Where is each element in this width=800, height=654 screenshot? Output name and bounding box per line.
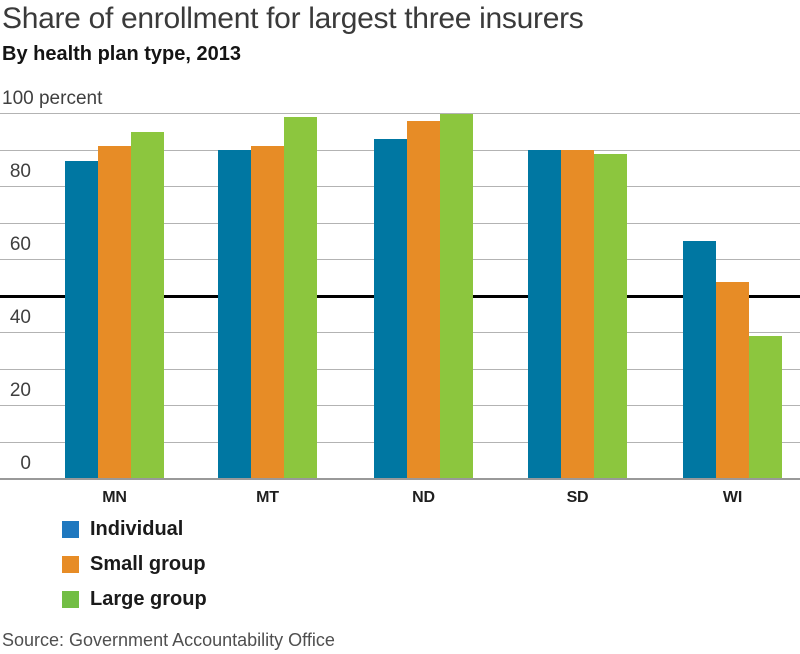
legend-item-small-group: Small group bbox=[62, 553, 207, 575]
y-tick-label-40: 40 bbox=[9, 306, 31, 328]
x-tick-label-sd: SD bbox=[566, 489, 589, 506]
legend-swatch-large-group bbox=[62, 591, 79, 608]
legend-label-individual: Individual bbox=[90, 518, 184, 540]
bar-mt-small-group bbox=[251, 146, 284, 479]
bar-wi-large-group bbox=[749, 336, 782, 479]
x-tick-label-mt: MT bbox=[256, 489, 279, 506]
x-tick-label-nd: ND bbox=[412, 489, 435, 506]
bar-wi-small-group bbox=[716, 281, 749, 479]
bar-sd-large-group bbox=[594, 153, 627, 479]
chart-title: Share of enrollment for largest three in… bbox=[2, 2, 584, 35]
source-note: Source: Government Accountability Office bbox=[2, 630, 335, 650]
bar-mn-small-group bbox=[98, 146, 131, 479]
legend-label-small-group: Small group bbox=[90, 553, 206, 575]
x-tick-label-wi: WI bbox=[722, 489, 743, 506]
y-tick-label-20: 20 bbox=[9, 379, 31, 401]
bar-wi-individual bbox=[683, 241, 716, 479]
legend-swatch-small-group bbox=[62, 556, 79, 573]
bar-sd-small-group bbox=[561, 150, 594, 479]
x-axis-baseline bbox=[0, 478, 800, 480]
chart-subtitle: By health plan type, 2013 bbox=[2, 43, 241, 65]
gridline-100 bbox=[0, 113, 800, 114]
y-tick-label-80: 80 bbox=[9, 160, 31, 182]
legend-item-individual: Individual bbox=[62, 518, 207, 540]
bar-sd-individual bbox=[528, 150, 561, 479]
bar-mn-large-group bbox=[131, 131, 164, 479]
bar-nd-small-group bbox=[407, 120, 440, 479]
bar-nd-large-group bbox=[440, 113, 473, 479]
bar-mt-individual bbox=[218, 150, 251, 479]
bar-mt-large-group bbox=[284, 117, 317, 479]
x-tick-label-mn: MN bbox=[102, 489, 127, 506]
bar-nd-individual bbox=[374, 139, 407, 479]
y-axis-unit-label: 100 percent bbox=[2, 88, 103, 109]
y-tick-label-0: 0 bbox=[20, 453, 31, 474]
legend: Individual Small group Large group bbox=[62, 518, 207, 626]
y-tick-label-60: 60 bbox=[9, 233, 31, 255]
legend-item-large-group: Large group bbox=[62, 588, 207, 610]
legend-swatch-individual bbox=[62, 521, 79, 538]
legend-label-large-group: Large group bbox=[90, 588, 207, 610]
bar-mn-individual bbox=[65, 161, 98, 479]
